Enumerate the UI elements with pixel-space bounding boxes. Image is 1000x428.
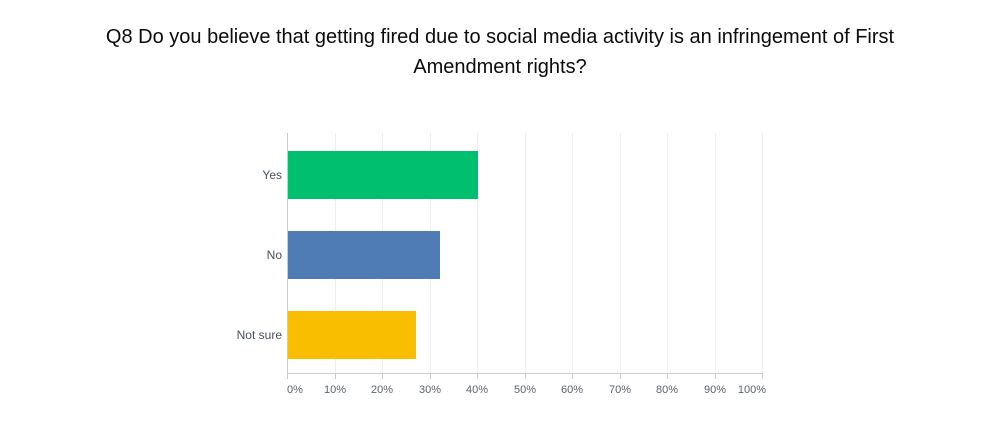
bar-no [288,231,440,279]
y-axis-line [287,133,288,373]
x-axis-tick [335,373,336,379]
x-axis-tick-label: 0% [287,384,303,396]
category-label-no: No [266,248,282,262]
x-axis-tick [762,373,763,379]
category-label-yes: Yes [262,168,282,182]
x-axis-tick [620,373,621,379]
bar-not-sure [288,311,417,359]
x-axis-tick [477,373,478,379]
x-axis-tick [667,373,668,379]
x-axis-tick-label: 20% [370,384,394,396]
gridline [525,133,526,373]
x-axis-tick [287,373,288,379]
x-axis-tick-label: 10% [323,384,347,396]
plot-area: 0% 10% 20% 30% 40% 50% 60% 70% 80% 90% 100% Yes No No… [237,133,766,396]
gridline [715,133,716,373]
x-axis-tick [382,373,383,379]
bar-yes [288,151,478,199]
x-axis-tick [715,373,716,379]
chart-title: Q8 Do you believe that getting fired due… [0,22,1000,82]
x-axis-tick-label: 90% [703,384,727,396]
x-axis-tick-label: 70% [608,384,632,396]
x-axis-tick [572,373,573,379]
gridline [477,133,478,373]
chart-title-line1: Q8 Do you believe that getting fired due… [105,26,895,48]
x-axis-tick-label: 80% [655,384,679,396]
x-axis-tick-label: 100% [737,384,766,396]
gridline [667,133,668,373]
x-axis-tick [430,373,431,379]
chart-title-line2: Amendment rights? [413,56,587,78]
x-axis-tick-label: 30% [418,384,442,396]
x-axis-tick-label: 40% [465,384,489,396]
x-axis-tick [525,373,526,379]
gridline [762,133,763,373]
x-axis-tick-label: 50% [513,384,537,396]
category-label-not-sure: Not sure [236,328,282,342]
x-axis-tick-label: 60% [560,384,584,396]
gridline [572,133,573,373]
x-axis-line [287,373,763,374]
gridline [620,133,621,373]
